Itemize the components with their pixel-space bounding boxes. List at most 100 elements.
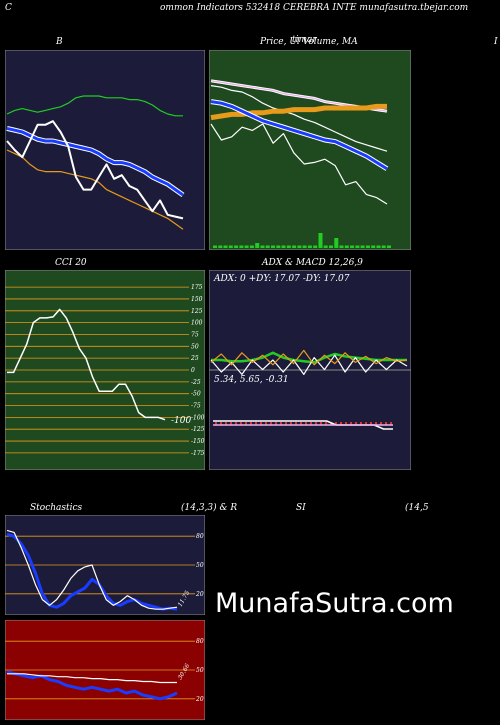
macd-histogram-bar	[290, 422, 292, 425]
volume-bar	[350, 245, 355, 248]
volume-bar	[228, 245, 233, 248]
volume-bar	[255, 243, 260, 248]
cci-tick-label: 50	[191, 343, 199, 350]
cci-tick-label: -125	[191, 426, 205, 433]
volume-bar	[244, 245, 249, 248]
macd-histogram-bar	[340, 422, 342, 425]
macd-histogram-bar	[370, 422, 372, 425]
panel-background	[209, 50, 411, 250]
volume-bar	[339, 245, 344, 248]
macd-histogram-bar	[325, 422, 327, 425]
stoch-title: Stochastics	[30, 503, 83, 513]
macd-histogram-bar	[305, 422, 307, 425]
cci-tick-label: 75	[191, 331, 199, 338]
stoch-series-1	[6, 529, 178, 610]
cci-tick-label: 175	[191, 284, 203, 291]
cci-tick-label: -100	[191, 414, 205, 421]
adx-readout: ADX: 0 +DY: 17.07 -DY: 17.07	[214, 274, 350, 284]
price-series-3	[210, 100, 388, 171]
cci-tick-label: 125	[191, 308, 203, 315]
cci-line	[7, 308, 166, 421]
price-series-4	[210, 123, 388, 205]
volume-bar	[313, 245, 318, 248]
macd-histogram-bar	[300, 422, 302, 425]
right-edge-letter: I	[494, 37, 498, 47]
volume-bar	[323, 245, 328, 248]
adx-series-2	[210, 349, 408, 366]
volume-bar	[360, 245, 365, 248]
macd-histogram-bar	[240, 422, 242, 425]
volume-bar	[302, 245, 307, 248]
header-left: C	[5, 3, 12, 13]
macd-histogram-bar	[295, 422, 297, 425]
volume-bar	[265, 245, 270, 248]
volume-bar	[297, 245, 302, 248]
cci-chart: 1751501251007550250-25-50-75-100-125-150…	[5, 270, 205, 470]
volume-bar	[271, 245, 275, 248]
volume-bar	[307, 245, 312, 248]
macd-histogram-bar	[250, 422, 252, 425]
macd-histogram-bar	[365, 422, 367, 425]
volume-bar	[329, 245, 333, 248]
volume-bar	[344, 245, 349, 248]
cci-tick-label: -150	[191, 438, 205, 445]
rsi-tick-label: 50	[196, 667, 204, 674]
volume-bar	[286, 245, 291, 248]
bb-series-2	[6, 149, 184, 230]
macd-histogram-bar	[380, 422, 382, 425]
volume-bar	[218, 245, 223, 248]
stoch-tick-label: 20	[195, 591, 204, 598]
adx-series-0	[211, 351, 407, 364]
stoch-tick-label: 80	[196, 533, 204, 540]
macd-histogram-bar	[225, 422, 227, 425]
cci-tick-label: -75	[191, 403, 201, 410]
cci-tick-label: -175	[191, 450, 205, 457]
macd-histogram-bar	[345, 422, 347, 425]
panel-background	[5, 50, 205, 250]
volume-bar	[249, 245, 254, 248]
volume-bar	[318, 233, 323, 248]
cci-tick-label: 0	[191, 367, 195, 374]
cci-tick-label: -25	[191, 379, 201, 386]
cci-last-value: -100	[171, 416, 191, 426]
watermark: MunafaSutra.com	[215, 588, 454, 619]
volume-bar	[292, 245, 297, 248]
price-volume-chart	[209, 50, 411, 250]
macd-histogram-bar	[215, 422, 217, 425]
macd-histogram-bar	[265, 422, 267, 425]
volume-bar	[334, 238, 339, 248]
cci-title: CCI 20	[55, 258, 87, 268]
volume-bar	[276, 245, 281, 248]
volume-bar	[376, 245, 381, 248]
bb-series-1	[6, 126, 184, 197]
macd-histogram-bar	[320, 422, 322, 425]
macd-histogram-bar	[335, 422, 337, 425]
cci-tick-label: 100	[191, 320, 203, 327]
volume-bar	[260, 245, 265, 248]
macd-histogram-bar	[260, 422, 262, 425]
bb-series-3	[6, 120, 184, 220]
rsi-tick-label: 80	[196, 638, 204, 645]
volume-bar	[381, 245, 386, 248]
volume-bar	[281, 245, 286, 248]
macd-histogram-bar	[310, 422, 312, 425]
volume-bar	[239, 245, 244, 248]
volume-bar	[371, 245, 376, 248]
rsi-title: SI	[296, 503, 306, 513]
macd-histogram-bar	[355, 422, 357, 425]
cci-tick-label: 150	[191, 296, 203, 303]
macd-histogram-bar	[350, 422, 352, 425]
macd-histogram-bar	[255, 422, 257, 425]
macd-histogram-bar	[275, 422, 277, 425]
stoch-params: (14,3,3) & R	[181, 503, 238, 513]
macd-histogram-bar	[375, 422, 377, 425]
volume-bar	[234, 245, 239, 248]
cci-tick-label: 25	[190, 355, 199, 362]
volume-bar	[365, 245, 370, 248]
macd-histogram-bar	[220, 422, 222, 425]
volume-bar	[387, 245, 391, 248]
macd-histogram-bar	[390, 422, 392, 425]
price-title-overlap: timar	[292, 35, 317, 45]
bb-series-0	[6, 95, 183, 117]
